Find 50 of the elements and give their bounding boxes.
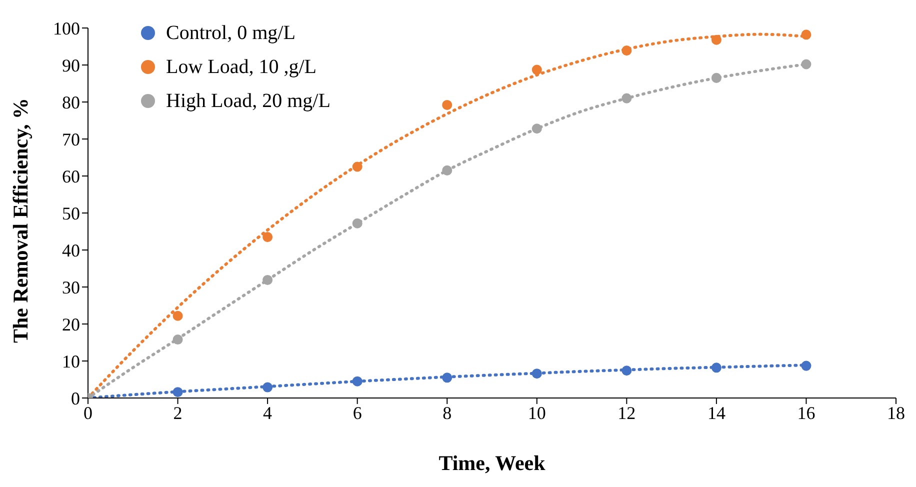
point [622, 46, 632, 56]
x-tick-label: 2 [173, 402, 182, 423]
point [622, 93, 632, 104]
legend-label: Low Load, 10 ,g/L [166, 56, 317, 78]
point [532, 64, 542, 75]
point [801, 360, 812, 371]
x-tick-label: 16 [797, 402, 816, 423]
y-tick-label: 70 [62, 129, 80, 150]
point [711, 34, 722, 45]
x-tick-label: 0 [84, 402, 92, 423]
point [172, 387, 183, 398]
point [172, 334, 183, 345]
point [442, 372, 452, 383]
x-tick-label: 8 [442, 402, 452, 423]
point [262, 382, 273, 392]
y-tick-label: 40 [62, 240, 80, 260]
y-tick-label: 80 [62, 92, 80, 112]
y-axis-title: The Removal Efficiency, % [8, 98, 32, 343]
point [622, 366, 632, 376]
point [532, 124, 542, 134]
y-tick-label: 0 [71, 388, 80, 408]
legend-label: High Load, 20 mg/L [166, 90, 330, 112]
y-tick-label: 100 [53, 18, 80, 38]
point [711, 362, 722, 373]
point [442, 100, 452, 110]
x-tick-label: 6 [352, 402, 362, 423]
x-tick-label: 10 [528, 402, 546, 423]
point [442, 165, 452, 176]
x-tick-label: 4 [263, 402, 272, 423]
y-tick-label: 60 [62, 166, 80, 186]
point [532, 368, 542, 379]
y-tick-label: 50 [62, 203, 80, 224]
point [262, 232, 273, 242]
point [172, 310, 183, 321]
x-tick-label: 18 [887, 402, 905, 423]
point [352, 162, 362, 172]
point [352, 218, 362, 228]
point [801, 30, 812, 40]
point [262, 274, 273, 285]
y-tick-label: 90 [62, 55, 80, 76]
x-axis-title: Time, Week [438, 451, 546, 475]
y-tick-label: 20 [62, 314, 80, 334]
point [352, 376, 362, 386]
x-tick-label: 14 [707, 402, 726, 423]
point [801, 59, 812, 70]
x-tick-label: 12 [618, 402, 636, 423]
y-tick-label: 10 [62, 351, 80, 372]
point [711, 72, 722, 83]
legend-label: Control, 0 mg/L [166, 22, 296, 44]
y-tick-label: 30 [62, 277, 80, 298]
